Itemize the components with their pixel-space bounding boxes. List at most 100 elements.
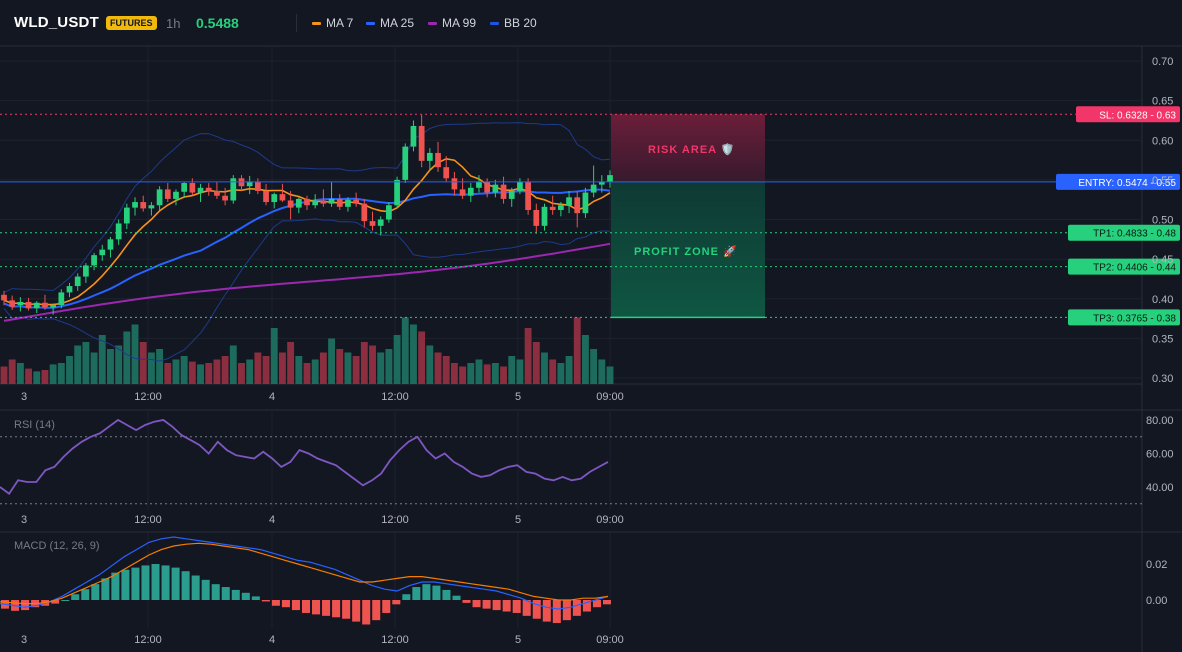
volume-bar [188,361,196,384]
volume-bar [156,349,164,384]
candle-body [500,184,507,199]
volume-bar [344,352,352,384]
volume-bar [491,363,499,384]
risk-area-zone [611,114,765,182]
volume-bar [377,352,385,384]
legend-ma7[interactable]: MA 7 [312,16,353,30]
volume-bar [41,370,49,384]
moving-averages [3,122,611,362]
volume-bar [565,356,573,384]
candle-body [566,197,572,206]
volume-bar [581,335,589,384]
volume-bar [319,352,327,384]
tp1-tag-text: TP1: 0.4833 - 0.48 [1093,229,1176,240]
candle-body [287,200,294,208]
macd-histogram-bar [412,587,421,600]
candle-body [246,181,253,187]
price-tick-label: 0.40 [1152,294,1173,306]
candle-body [336,198,343,207]
volume-bar [238,363,245,384]
volume-bar [483,364,491,384]
candle-body [394,179,400,206]
candle-body [254,181,261,191]
macd-histogram-bar [91,584,100,600]
candle-body [197,187,204,193]
volume-bar [434,352,442,384]
candle-body [74,276,81,287]
candle-body [173,191,179,199]
macd-histogram-bar [502,600,511,612]
candle-body [377,219,384,226]
ma99-swatch-icon [428,21,437,25]
candle-body [443,167,450,179]
time-tick-label: 12:00 [381,514,409,526]
legend-ma25[interactable]: MA 25 [366,16,414,30]
macd-histogram-bar [472,600,481,608]
volume-bar [25,368,33,384]
volume-bar [270,328,278,384]
macd-histogram-bar [432,585,441,600]
candle-body [263,190,269,203]
macd-histogram-bar [221,587,230,600]
legend-ma99[interactable]: MA 99 [428,16,476,30]
macd-histogram-bar [141,565,150,600]
volume-bar [459,366,467,384]
entry-tag-text: ENTRY: 0.5474 - 0.55 [1078,178,1176,189]
volume-bar [336,349,344,384]
volume-bars [0,317,614,384]
price-tick-label: 0.35 [1152,333,1173,345]
volume-bar [549,359,557,384]
volume-bar [180,356,188,384]
candle-body [508,190,515,199]
macd-histogram-bar [552,600,561,624]
time-tick-label: 12:00 [134,391,162,403]
macd-histogram-bar [281,600,290,608]
candle-body [312,200,319,206]
volume-bar [8,359,16,384]
volume-bar [311,359,319,384]
legend-bb20-label: BB 20 [504,16,537,30]
tp2-tag-bg [1068,258,1180,275]
candle-body [271,194,278,203]
candle-body [451,178,458,190]
volume-bar [401,317,409,384]
time-tick-label: 12:00 [381,391,409,403]
tp2-tag-text: TP2: 0.4406 - 0.44 [1093,263,1176,274]
candle-body [574,197,581,214]
macd-panel: 0.02 0.00 [0,536,1167,625]
sl-tag-bg [1076,106,1180,123]
time-tick-label: 4 [269,391,275,403]
rsi-tick-label: 40.00 [1146,482,1174,494]
ma7-swatch-icon [312,21,321,25]
legend-bb20[interactable]: BB 20 [490,16,537,30]
macd-histogram-bar [211,584,220,600]
candle-body [410,125,417,147]
macd-histogram-bar [462,600,471,603]
macd-histogram-bar [352,600,361,622]
time-axis: 3 12:00 4 12:00 5 09:00 3 12:00 4 12:00 5 09:00 3 12:… [21,391,624,646]
candle-body [598,181,605,185]
last-price: 0.5488 [196,15,239,31]
tp2-tag: TP2: 0.4406 - 0.44 [1068,258,1180,275]
volume-bar [139,342,147,384]
candle-body [230,178,237,201]
symbol-name[interactable]: WLD_USDT [14,14,99,31]
volume-bar [262,356,270,384]
candle-body [50,305,57,308]
candle-body [369,221,376,226]
volume-bar [82,342,90,384]
volume-bar [213,359,221,384]
candle-body [132,202,138,208]
timeframe-selector[interactable]: 1h [166,16,181,31]
macd-histogram-bar [251,596,260,600]
macd-histogram-bar [291,600,300,611]
price-tick-label: 0.70 [1152,56,1173,68]
candle-body [140,202,147,209]
legend-ma25-label: MA 25 [380,16,415,30]
volume-bar [74,345,82,384]
volume-bar [90,352,98,384]
volume-bar [278,352,286,384]
candle-body [459,189,466,196]
price-levels: SL: 0.6328 - 0.63 ENTRY: 0.5474 - 0.55 TP1… [0,106,1180,326]
